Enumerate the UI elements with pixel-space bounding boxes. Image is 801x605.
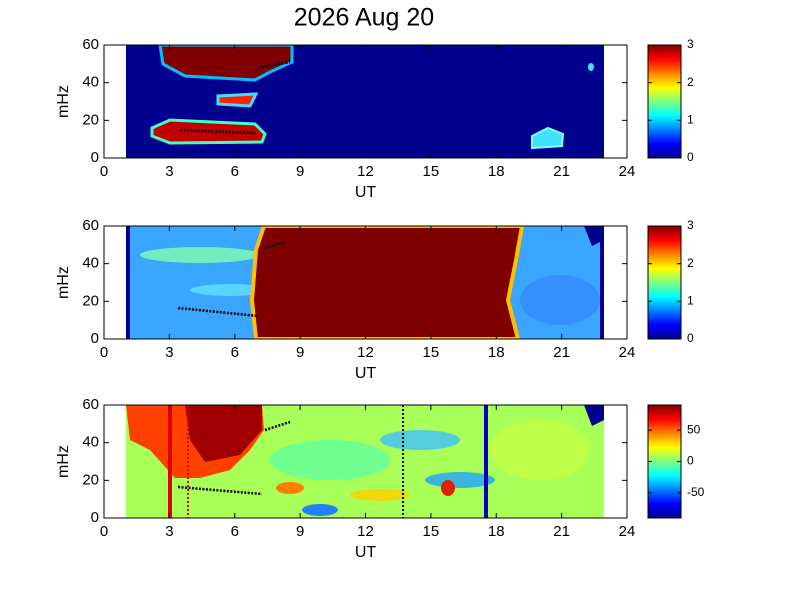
colorbar-tick-label: 1 [687,113,694,127]
y-axis-label: mHz [55,266,72,299]
x-tick-label: 21 [553,523,570,540]
colorbar-tick-label: 0 [687,454,694,468]
x-axis-label: UT [355,365,377,382]
x-tick-label: 3 [165,344,173,361]
y-tick-label: 40 [82,255,99,272]
x-tick-label: 3 [165,523,173,540]
x-tick-label: 9 [296,163,304,180]
x-tick-label: 6 [231,344,239,361]
y-axis-label: mHz [55,85,72,118]
y-tick-label: 0 [91,330,99,347]
colorbar-tick-label: 50 [687,422,701,436]
heatmap-image [126,226,604,339]
colorbar [647,404,682,519]
x-tick-label: 12 [357,163,374,180]
colorbar-tick-label: 1 [687,294,694,308]
x-tick-label: 24 [619,163,636,180]
x-tick-label: 24 [619,523,636,540]
colorbar-tick-label: 3 [687,218,694,232]
y-tick-label: 60 [82,217,99,234]
y-tick-label: 60 [82,36,99,53]
colorbar-tick-label: 0 [687,331,694,345]
x-axis-label: UT [355,184,377,201]
x-tick-label: 12 [357,344,374,361]
x-tick-label: 15 [423,163,440,180]
x-tick-label: 24 [619,344,636,361]
x-tick-label: 9 [296,523,304,540]
y-axis-label: mHz [55,445,72,478]
y-tick-label: 20 [82,292,99,309]
x-tick-label: 21 [553,344,570,361]
x-tick-label: 6 [231,163,239,180]
x-tick-label: 21 [553,163,570,180]
heatmap-image [126,45,604,158]
colorbar [647,225,682,340]
x-tick-label: 9 [296,344,304,361]
x-tick-label: 18 [488,344,505,361]
x-tick-label: 0 [100,344,108,361]
x-tick-label: 3 [165,163,173,180]
x-tick-label: 0 [100,163,108,180]
colorbar-tick-label: 0 [687,150,694,164]
x-tick-label: 18 [488,523,505,540]
colorbar [647,44,682,159]
x-tick-label: 18 [488,163,505,180]
y-tick-label: 40 [82,74,99,91]
colorbar-tick-label: 3 [687,37,694,51]
x-tick-label: 0 [100,523,108,540]
title: 2026 Aug 20 [294,4,434,32]
y-tick-label: 0 [91,509,99,526]
y-tick-label: 40 [82,434,99,451]
x-tick-label: 15 [423,523,440,540]
y-tick-label: 60 [82,396,99,413]
x-tick-label: 15 [423,344,440,361]
colorbar-tick-label: 2 [687,256,694,270]
heatmap-image [126,405,604,518]
x-tick-label: 6 [231,523,239,540]
colorbar-tick-label: -50 [687,485,705,499]
y-tick-label: 20 [82,111,99,128]
y-tick-label: 0 [91,149,99,166]
x-axis-label: UT [355,544,377,561]
colorbar-tick-label: 2 [687,75,694,89]
y-tick-label: 20 [82,471,99,488]
x-tick-label: 12 [357,523,374,540]
